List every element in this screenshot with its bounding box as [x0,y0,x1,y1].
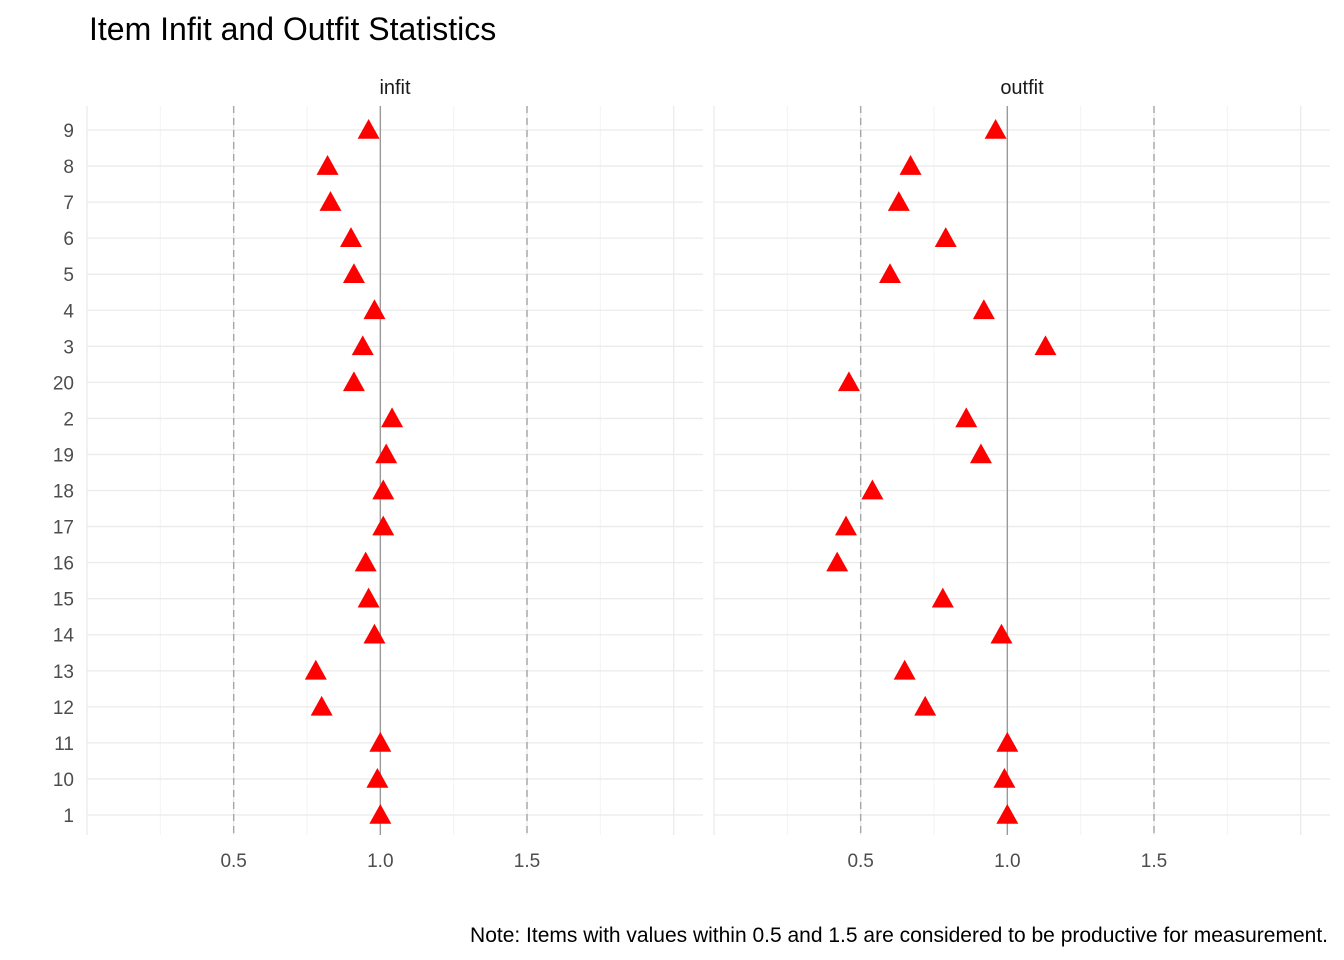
point-infit-item-17 [372,515,395,536]
point-outfit-item-20 [837,371,860,392]
point-outfit-item-19 [969,443,992,464]
point-outfit-item-16 [826,551,849,572]
point-outfit-item-12 [914,695,937,716]
point-outfit-item-9 [984,119,1007,139]
y-tick-label-20: 20 [53,373,74,394]
y-tick-label-5: 5 [63,265,74,286]
y-tick-label-8: 8 [63,157,74,178]
y-tick-label-11: 11 [54,734,74,755]
point-outfit-item-13 [893,659,916,680]
x-tick-label: 1.5 [514,851,540,872]
y-tick-label-10: 10 [53,770,74,791]
point-infit-item-9 [357,119,380,139]
point-infit-item-1 [369,804,392,824]
point-infit-item-19 [375,443,398,464]
y-tick-label-7: 7 [63,193,74,214]
point-infit-item-12 [310,695,333,716]
y-tick-label-18: 18 [53,482,74,503]
point-outfit-item-17 [835,515,857,536]
point-infit-item-8 [316,155,339,175]
y-tick-label-12: 12 [53,698,74,719]
point-outfit-item-14 [990,623,1013,644]
point-outfit-item-7 [887,191,910,211]
y-tick-label-19: 19 [53,445,74,466]
point-outfit-item-6 [934,227,957,247]
y-tick-label-1: 1 [63,806,74,827]
point-outfit-item-2 [955,407,978,428]
chart-title: Item Infit and Outfit Statistics [89,11,496,47]
facet-label-outfit: outfit [1000,77,1044,99]
point-outfit-item-11 [996,731,1019,752]
x-tick-label: 1.0 [994,851,1020,872]
point-infit-item-14 [363,623,386,644]
x-tick-label: 1.0 [367,851,393,872]
point-outfit-item-5 [879,263,901,284]
point-infit-item-10 [366,767,389,788]
x-tick-label: 0.5 [220,851,246,872]
panel-outfit: outfit 0.5 1.0 1.5 [713,77,1330,872]
point-infit-item-5 [342,263,365,284]
x-tick-label: 0.5 [847,851,873,872]
point-infit-item-3 [351,335,374,356]
y-tick-label-13: 13 [53,662,74,683]
panel-infit: infit 0.5 1.0 1.5 [86,77,703,872]
y-axis-tick-labels: 1 10 11 12 13 14 15 16 17 18 19 2 20 3 4 5 6 7 8 9 [53,121,75,827]
facet-panels: infit 0.5 1.0 1.5 outfit 0.5 1.0 1.5 [86,77,1330,872]
facet-label-infit: infit [379,77,411,99]
y-tick-label-9: 9 [63,121,74,142]
y-tick-label-14: 14 [53,626,75,647]
point-infit-item-4 [363,299,386,320]
y-tick-label-6: 6 [63,229,74,250]
y-tick-label-16: 16 [53,554,74,575]
chart-caption: Note: Items with values within 0.5 and 1… [470,924,1328,947]
point-infit-item-2 [381,407,404,428]
point-outfit-item-18 [861,479,884,500]
point-infit-item-18 [372,479,395,500]
point-outfit-item-8 [899,155,922,175]
point-outfit-item-3 [1034,335,1057,356]
point-infit-item-13 [304,659,327,680]
point-infit-item-6 [340,227,362,247]
point-infit-item-20 [342,371,365,392]
point-outfit-item-1 [996,804,1019,824]
y-tick-label-15: 15 [53,590,74,611]
point-outfit-item-10 [993,767,1016,788]
y-tick-label-4: 4 [63,301,74,322]
point-outfit-item-4 [972,299,995,320]
y-tick-label-17: 17 [53,518,74,539]
y-tick-label-3: 3 [63,337,74,358]
y-tick-label-2: 2 [63,409,74,430]
point-infit-item-15 [357,587,380,608]
point-infit-item-16 [354,551,377,572]
x-tick-label: 1.5 [1141,851,1167,872]
point-outfit-item-15 [931,587,954,608]
point-infit-item-7 [319,191,342,211]
point-infit-item-11 [369,731,392,752]
